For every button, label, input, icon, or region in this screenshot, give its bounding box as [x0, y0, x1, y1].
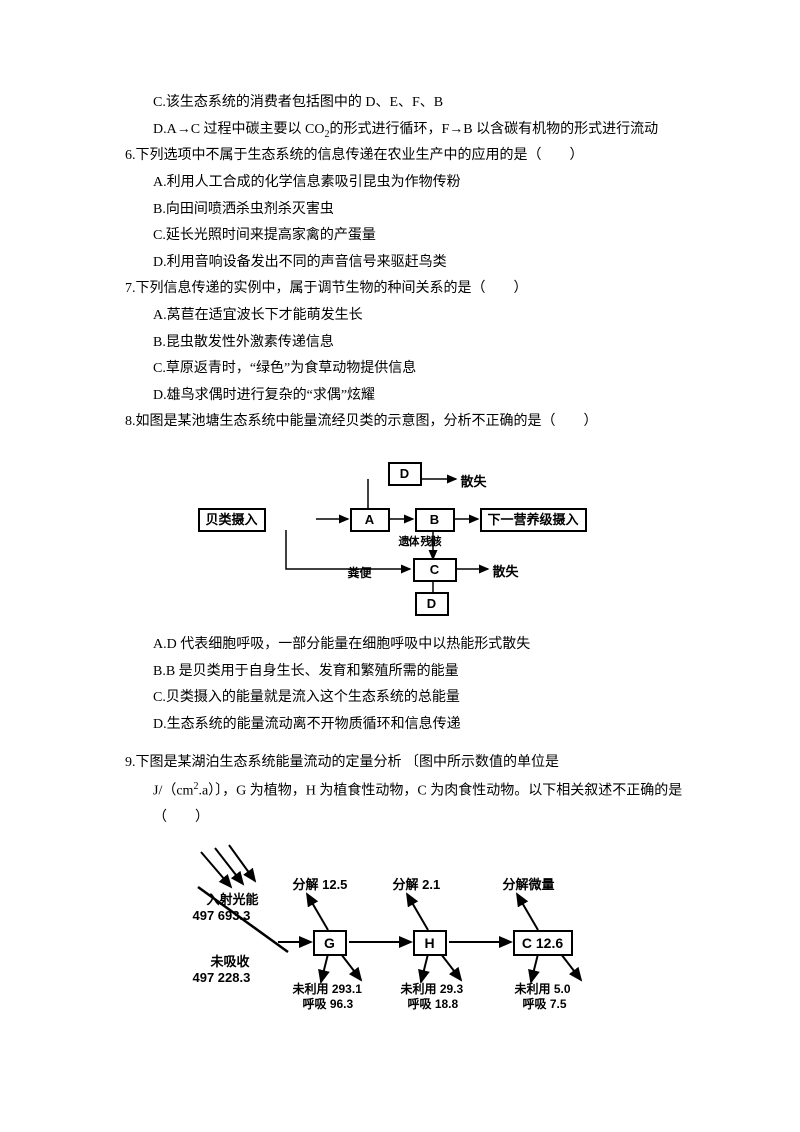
q9-label-unabs-val: 497 228.3	[193, 966, 251, 991]
q6-option-d: D.利用音响设备发出不同的声音信号来驱赶鸟类	[125, 250, 690, 277]
q7-option-c: C.草原返青时，“绿色”为食草动物提供信息	[125, 356, 690, 383]
q6-option-b: B.向田间喷洒杀虫剂杀灭害虫	[125, 197, 690, 224]
q5-option-d: D.A→C 过程中碳主要以 CO2的形式进行循环，F→B 以含碳有机物的形式进行…	[125, 117, 690, 144]
q7-stem: 7.下列信息传递的实例中，属于调节生物的种间关系的是（ ）	[125, 276, 690, 303]
q7-option-d: D.雄鸟求偶时进行复杂的“求偶”炫耀	[125, 383, 690, 410]
q8-option-b: B.B 是贝类用于自身生长、发育和繁殖所需的能量	[125, 659, 690, 686]
q8-box-b: B	[415, 508, 455, 532]
q8-option-a: A.D 代表细胞呼吸，一部分能量在细胞呼吸中以热能形式散失	[125, 632, 690, 659]
q5-d-post: 的形式进行循环，F→B 以含碳有机物的形式进行流动	[330, 122, 659, 137]
q8-label-loss1: 散失	[461, 470, 487, 495]
q9-cont: J/（cm2.a）〕，G 为植物，H 为植食性动物，C 为肉食性动物。以下相关叙…	[125, 777, 690, 805]
q5-option-c: C.该生态系统的消费者包括图中的 D、E、F、B	[125, 90, 690, 117]
q8-label-remains: 遗体 残骸	[399, 532, 441, 553]
q9-decomp-h: 分解 2.1	[393, 873, 441, 898]
q9-diagram: 入射光能 497 693.3 未吸收 497 228.3 G H C 12.6 …	[193, 842, 623, 1012]
q8-box-c: C	[413, 558, 457, 582]
q9-resp-g: 呼吸 96.3	[303, 993, 354, 1016]
q8-box-next: 下一营养级摄入	[480, 508, 587, 532]
q6-option-c: C.延长光照时间来提高家禽的产蛋量	[125, 223, 690, 250]
q8-label-loss2: 散失	[493, 560, 519, 585]
q8-box-intake: 贝类摄入	[198, 508, 266, 532]
q9-resp-h: 呼吸 18.8	[408, 993, 459, 1016]
q6-option-a: A.利用人工合成的化学信息素吸引昆虫为作物传粉	[125, 170, 690, 197]
q9-label-light-val: 497 693.3	[193, 904, 251, 929]
q9-decomp-c: 分解微量	[503, 873, 555, 898]
document-page: C.该生态系统的消费者包括图中的 D、E、F、B D.A→C 过程中碳主要以 C…	[0, 0, 800, 1052]
q9-resp-c: 呼吸 7.5	[523, 993, 567, 1016]
q9-cont-pre: J/（cm	[153, 784, 193, 799]
q9-box-h: H	[413, 930, 447, 956]
q7-option-a: A.莴苣在适宜波长下才能萌发生长	[125, 303, 690, 330]
q5-d-pre: D.A→C 过程中碳主要以 CO	[153, 122, 325, 137]
q8-diagram: 能量 贝类摄入 A B 下一营养级摄入 D 散失 C D 散失 粪便 遗体 残骸	[198, 444, 618, 614]
q9-stem: 9.下图是某湖泊生态系统能量流动的定量分析 〔图中所示数值的单位是	[125, 750, 690, 777]
q9-box-c: C 12.6	[513, 930, 573, 956]
q6-stem: 6.下列选项中不属于生态系统的信息传递在农业生产中的应用的是（ ）	[125, 143, 690, 170]
q7-option-b: B.昆虫散发性外激素传递信息	[125, 330, 690, 357]
q9-blank: （ ）	[125, 805, 690, 832]
q8-box-a: A	[350, 508, 390, 532]
q9-decomp-g: 分解 12.5	[293, 873, 348, 898]
q8-label-feces: 粪便	[348, 562, 372, 585]
q9-cont-post: .a）〕，G 为植物，H 为植食性动物，C 为肉食性动物。以下相关叙述不正确的是	[198, 784, 682, 799]
q8-box-d1: D	[388, 462, 422, 486]
q8-box-d2: D	[415, 592, 449, 616]
q9-box-g: G	[313, 930, 347, 956]
spacer	[125, 738, 690, 750]
q8-option-d: D.生态系统的能量流动离不开物质循环和信息传递	[125, 712, 690, 739]
q8-option-c: C.贝类摄入的能量就是流入这个生态系统的总能量	[125, 685, 690, 712]
q8-stem: 8.如图是某池塘生态系统中能量流经贝类的示意图，分析不正确的是（ ）	[125, 409, 690, 436]
